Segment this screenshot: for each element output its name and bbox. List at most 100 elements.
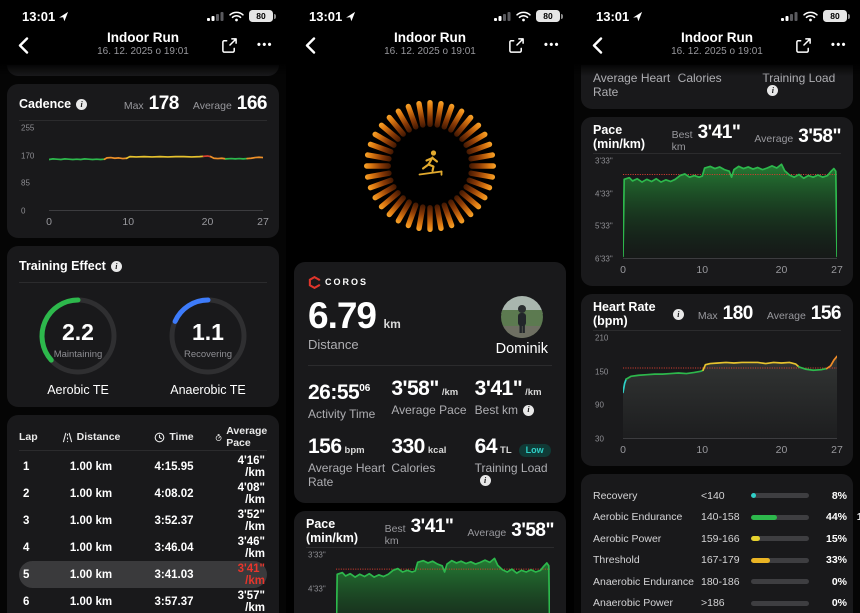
previous-card-edge: [7, 65, 279, 76]
stat-value: 156: [308, 435, 342, 458]
lap-cell-lap: 6: [23, 595, 30, 608]
heart-rate-chart[interactable]: 210 150 90 30 0 10 20 27: [593, 333, 843, 457]
wifi-icon: [229, 11, 244, 21]
y-axis-tick: 0: [21, 206, 26, 216]
lap-row[interactable]: 5 1.00 km 3:41.03 3'41" /km: [19, 561, 267, 588]
summary-stat-partial: Average Heart Rate: [593, 68, 672, 99]
stat-value: 3'41": [474, 377, 523, 400]
zone-bar-track: [751, 514, 809, 520]
lap-row[interactable]: 2 1.00 km 4:08.02 4'08" /km: [19, 480, 267, 507]
lap-cell-lap: 2: [23, 487, 30, 500]
te-value: 2.2: [62, 319, 94, 345]
summary-stat-partial: Training Load: [762, 68, 841, 99]
stat-label: Calories: [391, 461, 436, 475]
back-button[interactable]: [12, 34, 34, 56]
hr-zone-row: Aerobic Endurance 140-158 44% 11:46: [593, 507, 860, 529]
y-axis-tick: 3'33": [308, 550, 326, 560]
back-button[interactable]: [586, 34, 608, 56]
lap-row[interactable]: 3 1.00 km 3:52.37 3'52" /km: [19, 507, 267, 534]
lap-cell-pace: 4'08" /km: [237, 481, 265, 506]
share-button[interactable]: [792, 34, 814, 56]
stat-label: Best km: [475, 403, 552, 417]
stat-value: 3'58": [391, 377, 439, 400]
lap-cell-time: 3:52.37: [154, 514, 194, 527]
y-axis-tick: 210: [595, 333, 609, 343]
summary-stat-partial: Calories: [678, 68, 757, 99]
back-button[interactable]: [299, 34, 321, 56]
stat-label: Average Pace: [391, 403, 467, 417]
zone-bar-fill: [751, 514, 777, 520]
y-axis-tick: 4'33": [308, 584, 326, 594]
pace-card: Pace (min/km) Best km 3'41" Average 3'58" …: [294, 511, 566, 613]
x-axis-tick: 27: [257, 216, 269, 228]
stat-label: Training Load: [762, 71, 841, 96]
nav-actions: [792, 34, 850, 56]
scroll-area[interactable]: COROS 6.79 km Distance: [287, 0, 573, 613]
y-axis-tick: 5'33": [595, 221, 613, 231]
status-icons: 80: [781, 10, 850, 22]
lap-table-body: 1 1.00 km 4:15.95 4'16" /km 2 1.00 km 4:08.02 4…: [19, 453, 267, 613]
activity-title: Indoor Run: [394, 30, 466, 45]
scroll-area[interactable]: Average Heart Rate Calories Training Load …: [574, 0, 860, 613]
distance-block: 6.79 km Distance: [308, 296, 401, 353]
info-icon[interactable]: [76, 98, 88, 110]
activity-title: Indoor Run: [107, 30, 179, 45]
battery-icon: 80: [823, 10, 850, 22]
zone-name: Anaerobic Power: [593, 597, 673, 610]
cadence-max-value: 178: [148, 93, 180, 114]
zone-time: 2:08: [847, 490, 860, 502]
status-icons: 80: [207, 10, 276, 22]
more-options-button[interactable]: [828, 34, 850, 56]
x-axis-tick: 10: [696, 444, 709, 456]
activity-datetime: 16. 12. 2025 o 19:01: [671, 46, 763, 57]
info-icon[interactable]: [479, 475, 491, 486]
distance-label: Distance: [308, 337, 359, 352]
page-title: Indoor Run 16. 12. 2025 o 19:01: [287, 30, 573, 58]
info-icon[interactable]: [672, 308, 684, 320]
share-button[interactable]: [218, 34, 240, 56]
lap-cell-pace: 3'52" /km: [237, 508, 265, 533]
lap-cell-dist: 1.00 km: [69, 568, 113, 581]
stat-label: Calories: [677, 71, 722, 85]
lap-column-header: Distance: [49, 431, 133, 443]
page-title: Indoor Run 16. 12. 2025 o 19:01: [574, 30, 860, 58]
zone-name: Recovery: [593, 489, 638, 502]
hr-max-value: 180: [722, 303, 754, 324]
info-icon[interactable]: [523, 404, 534, 416]
zone-percent: 33%: [825, 554, 847, 567]
lap-row[interactable]: 4 1.00 km 3:46.04 3'46" /km: [19, 534, 267, 561]
zone-range: 140-158: [701, 511, 740, 524]
zone-bar: [751, 557, 813, 563]
scroll-area[interactable]: Cadence Max 178 Average 166 255 170 85 0 0 10 20…: [0, 0, 286, 613]
x-axis-tick: 20: [201, 216, 214, 228]
activity-title: Indoor Run: [681, 30, 753, 45]
phone-header: 13:01 80 Indoor Run 16. 12. 2025 o 19:01: [287, 0, 573, 76]
cadence-title: Cadence: [19, 97, 72, 111]
zone-range: >186: [701, 597, 725, 610]
x-axis-tick: 0: [620, 264, 626, 276]
location-arrow-icon: [59, 11, 69, 21]
info-icon[interactable]: [110, 260, 122, 272]
zone-percent: 8%: [831, 489, 847, 502]
avatar[interactable]: [500, 296, 543, 338]
more-options-button[interactable]: [254, 34, 276, 56]
status-bar: 13:01 80: [287, 0, 573, 26]
more-options-button[interactable]: [541, 34, 563, 56]
zone-time: 0:03: [847, 576, 860, 588]
activity-sunburst: [354, 90, 506, 242]
info-icon[interactable]: [767, 85, 779, 96]
cadence-chart[interactable]: 255 170 85 0 0 10 20 27: [19, 124, 269, 229]
status-time: 13:01: [22, 9, 69, 24]
stat-label: Activity Time: [308, 407, 376, 421]
zone-percent: 0%: [831, 597, 847, 610]
lap-row[interactable]: 1 1.00 km 4:15.95 4'16" /km: [19, 453, 267, 480]
te-state: Recovering: [183, 349, 233, 360]
lap-row[interactable]: 6 1.00 km 3:57.37 3'57" /km: [19, 588, 267, 613]
lap-cell-time: 3:57.37: [154, 595, 194, 608]
share-button[interactable]: [505, 34, 527, 56]
